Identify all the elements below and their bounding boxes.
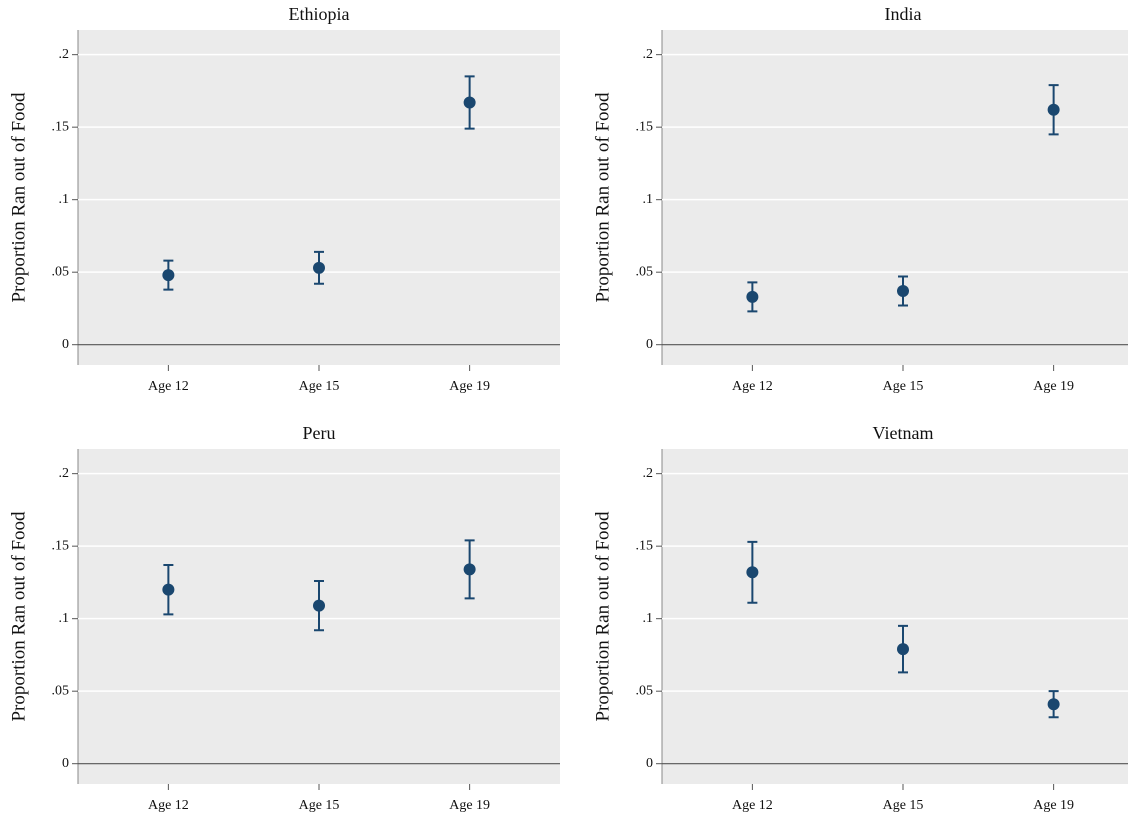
- point: [313, 599, 325, 612]
- y-tick-label: .1: [59, 192, 70, 207]
- x-tick-label: Age 15: [299, 379, 340, 394]
- panel: Vietnam Proportion Ran out of Food 0 .05 .1.…: [592, 423, 1128, 813]
- x-tick-label: Age 12: [732, 798, 773, 813]
- point: [162, 269, 175, 282]
- y-tick-label: .2: [643, 47, 654, 62]
- y-tick-label: .1: [643, 611, 654, 626]
- x-tick-label: Age 19: [449, 798, 490, 813]
- x-tick-label: Age 15: [883, 379, 924, 394]
- point: [746, 290, 759, 303]
- x-tick-label: Age 12: [148, 379, 189, 394]
- y-tick-label: .05: [636, 683, 654, 698]
- y-tick-label: .15: [52, 119, 70, 134]
- point: [746, 566, 759, 579]
- panel-title: India: [885, 4, 922, 24]
- point: [897, 643, 909, 656]
- y-tick-label: 0: [62, 337, 69, 352]
- x-tick-label: Age 19: [1033, 798, 1074, 813]
- panel: Ethiopia Proportion Ran out of Food 0 .05 .1…: [8, 4, 560, 394]
- x-tick-label: Age 19: [1033, 379, 1074, 394]
- panel-title: Vietnam: [873, 423, 934, 443]
- y-axis-title: Proportion Ran out of Food: [8, 511, 29, 722]
- panel-title: Peru: [303, 423, 336, 443]
- point: [463, 563, 476, 576]
- x-tick-label: Age 15: [883, 798, 924, 813]
- y-tick-label: .2: [59, 466, 70, 481]
- y-tick-label: .15: [636, 538, 654, 553]
- y-tick-label: .15: [52, 538, 70, 553]
- y-tick-label: .15: [636, 119, 654, 134]
- y-tick-label: .05: [636, 264, 654, 279]
- y-tick-label: 0: [646, 337, 653, 352]
- y-axis-title: Proportion Ran out of Food: [8, 92, 29, 303]
- y-axis-title: Proportion Ran out of Food: [592, 511, 613, 722]
- y-axis-title: Proportion Ran out of Food: [592, 92, 613, 303]
- point: [1047, 103, 1060, 116]
- panel: Peru Proportion Ran out of Food 0 .05 .1 .15.…: [8, 423, 560, 813]
- point: [463, 96, 476, 109]
- plot-area: [662, 449, 1128, 784]
- point: [162, 583, 175, 596]
- y-tick-label: .05: [52, 264, 70, 279]
- point: [313, 261, 325, 274]
- y-tick-label: 0: [62, 756, 69, 771]
- panel-title: Ethiopia: [289, 4, 350, 24]
- y-tick-label: 0: [646, 756, 653, 771]
- y-tick-label: .1: [59, 611, 70, 626]
- point: [897, 285, 909, 298]
- y-tick-label: .2: [59, 47, 70, 62]
- x-tick-label: Age 15: [299, 798, 340, 813]
- x-tick-label: Age 19: [449, 379, 490, 394]
- point: [1047, 698, 1060, 711]
- y-tick-label: .05: [52, 683, 70, 698]
- panel: India Proportion Ran out of Food 0 .05 .1 .15…: [592, 4, 1128, 394]
- plot-area: [662, 30, 1128, 365]
- x-tick-label: Age 12: [148, 798, 189, 813]
- x-tick-label: Age 12: [732, 379, 773, 394]
- y-tick-label: .2: [643, 466, 654, 481]
- plot-area: [78, 30, 560, 365]
- y-tick-label: .1: [643, 192, 654, 207]
